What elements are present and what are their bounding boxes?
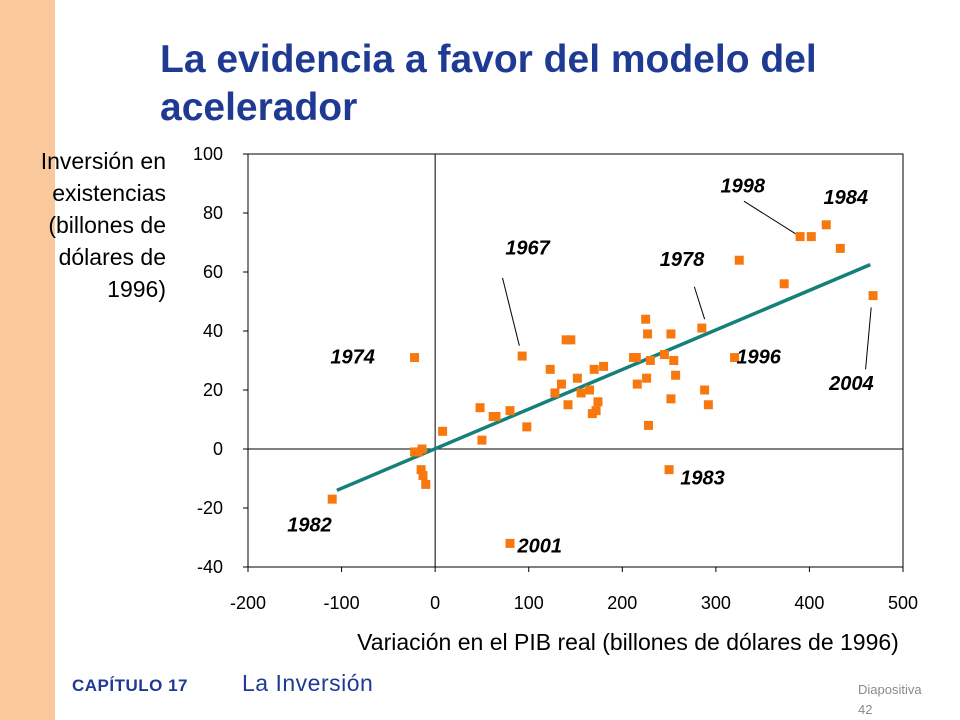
data-point	[421, 479, 431, 489]
x-tick-label: -100	[324, 593, 360, 613]
data-point	[561, 335, 571, 345]
y-tick-label: 40	[203, 321, 223, 341]
data-point	[642, 373, 652, 383]
x-tick-label: 400	[794, 593, 824, 613]
footer-chapter: CAPÍTULO 17	[72, 676, 189, 695]
y-tick-label: 80	[203, 203, 223, 223]
data-point	[475, 403, 485, 413]
y-axis-label: Inversión en existencias (billones de dó…	[40, 148, 166, 302]
data-point	[418, 471, 428, 481]
year-annotation: 1996	[736, 346, 781, 368]
data-point	[556, 379, 566, 389]
annotation-leader-line	[693, 286, 706, 320]
y-tick-label: -20	[197, 498, 223, 518]
y-tick-label: 60	[203, 262, 223, 282]
data-point	[645, 356, 655, 365]
left-sidebar	[0, 0, 55, 720]
annotation-leader-line	[865, 307, 872, 370]
annotation-leader-line	[743, 200, 796, 235]
data-point	[806, 232, 816, 242]
data-point	[576, 388, 586, 398]
data-point	[563, 400, 573, 410]
data-point	[416, 465, 426, 475]
data-point	[697, 323, 707, 333]
data-point	[671, 370, 681, 380]
y-tick-label: 0	[213, 439, 223, 459]
x-axis-label: Variación en el PIB real (billones de dó…	[357, 629, 899, 655]
data-point	[566, 335, 576, 345]
data-point	[410, 353, 420, 363]
x-tick-label: 100	[514, 593, 544, 613]
x-tick-label: 200	[607, 593, 637, 613]
data-point	[522, 422, 532, 432]
year-annotation: 2001	[516, 535, 562, 557]
data-point	[545, 364, 555, 374]
data-point	[550, 388, 560, 398]
y-tick-label: -40	[197, 557, 223, 577]
data-point	[868, 291, 878, 301]
data-point	[779, 279, 789, 289]
data-point	[632, 379, 642, 389]
year-annotation: 1998	[721, 175, 766, 197]
data-point	[631, 353, 641, 363]
data-point	[641, 314, 651, 324]
data-point	[572, 373, 582, 383]
data-point	[703, 400, 713, 410]
data-point	[438, 426, 448, 436]
slide-title: La evidencia a favor del modelo del acel…	[160, 38, 817, 129]
year-annotation: 1982	[287, 515, 332, 537]
footer-topic: La Inversión	[242, 670, 374, 696]
data-point	[730, 353, 740, 363]
data-point	[835, 243, 845, 253]
y-tick-label: 100	[193, 144, 223, 164]
slide-number-label: Diapositiva 42	[858, 680, 948, 720]
year-annotation: 1983	[680, 467, 725, 489]
data-point	[795, 232, 805, 242]
data-point	[417, 444, 427, 454]
data-point	[327, 494, 337, 504]
data-point	[491, 412, 501, 422]
year-annotation: 1978	[660, 249, 705, 271]
data-point	[669, 356, 679, 365]
data-point	[517, 351, 527, 361]
year-annotation: 2004	[828, 373, 874, 395]
data-point	[643, 420, 653, 430]
data-point	[477, 435, 487, 445]
data-point	[700, 385, 710, 395]
x-tick-label: -200	[230, 593, 266, 613]
data-point	[664, 465, 674, 475]
y-tick-label: 20	[203, 380, 223, 400]
data-point	[821, 220, 831, 230]
data-point	[734, 255, 744, 265]
x-tick-label: 0	[430, 593, 440, 613]
year-annotation: 1967	[505, 237, 550, 259]
data-point	[599, 361, 609, 371]
data-point	[589, 364, 599, 374]
data-point	[659, 350, 669, 360]
x-tick-label: 300	[701, 593, 731, 613]
slide-number: 42	[858, 702, 873, 717]
year-annotation: 1974	[330, 346, 375, 368]
data-point	[666, 394, 676, 404]
x-tick-label: 500	[888, 593, 918, 613]
annotation-leader-line	[502, 277, 520, 346]
slide-label: Diapositiva	[858, 682, 922, 697]
data-point	[643, 329, 653, 339]
data-point	[666, 329, 676, 339]
data-point	[591, 406, 601, 416]
data-point	[585, 385, 595, 395]
data-point	[593, 397, 603, 407]
plot-area-border	[247, 153, 904, 568]
data-point	[505, 406, 515, 416]
data-point	[505, 538, 515, 548]
year-annotation: 1984	[823, 187, 868, 209]
